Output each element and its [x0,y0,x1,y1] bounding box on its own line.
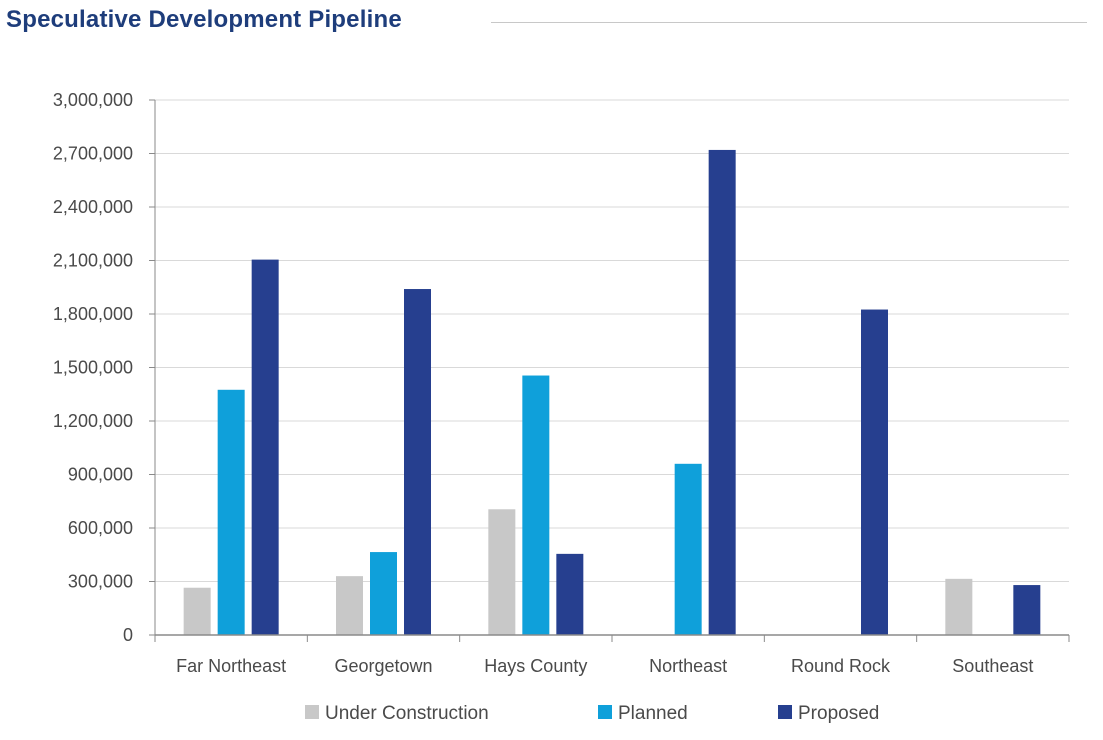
chart-title: Speculative Development Pipeline [6,6,402,33]
legend: Under Construction Planned Proposed [305,703,879,724]
x-tick-label: Far Northeast [176,656,286,676]
legend-label: Proposed [798,703,879,724]
x-tick-label: Southeast [952,656,1033,676]
bar-proposed [1013,585,1041,635]
y-tick-label: 0 [123,625,133,645]
y-tick-label: 2,100,000 [53,251,133,271]
bars [183,149,1041,635]
bar-planned [522,375,550,635]
y-tick-label: 300,000 [68,572,133,592]
bar-under-construction [336,576,363,635]
y-tick-label: 1,200,000 [53,411,133,431]
bar-under-construction [183,587,211,635]
bar-proposed [861,309,888,635]
x-tick-label: Round Rock [791,656,891,676]
y-tick-label: 3,000,000 [53,90,133,110]
legend-swatch [305,705,319,719]
x-tick-label: Georgetown [334,656,432,676]
y-tick-label: 1,800,000 [53,304,133,324]
legend-label: Under Construction [325,703,489,724]
bar-under-construction [945,578,973,635]
bar-proposed [251,259,279,635]
x-tick-label: Hays County [484,656,587,676]
bar-planned [370,552,397,635]
legend-swatch [778,705,792,719]
y-tick-label: 1,500,000 [53,358,133,378]
bar-proposed [556,553,584,635]
y-tick-label: 2,400,000 [53,197,133,217]
bar-planned [674,463,702,635]
legend-label: Planned [618,703,688,724]
gridlines [155,99,1069,582]
y-tick-label: 600,000 [68,518,133,538]
legend-swatch [598,705,612,719]
x-axis-ticks: Far Northeast Georgetown Hays County Northe… [154,635,1070,676]
y-tick-label: 900,000 [68,465,133,485]
x-tick-label: Northeast [649,656,727,676]
bar-planned [217,389,245,635]
bar-proposed [708,149,736,635]
bar-under-construction [488,509,516,635]
bar-proposed [404,289,431,635]
y-axis-ticks: 0 300,000 600,000 900,000 1,200,000 1,500,000… [53,90,155,645]
y-tick-label: 2,700,000 [53,144,133,164]
title-divider [491,22,1087,23]
